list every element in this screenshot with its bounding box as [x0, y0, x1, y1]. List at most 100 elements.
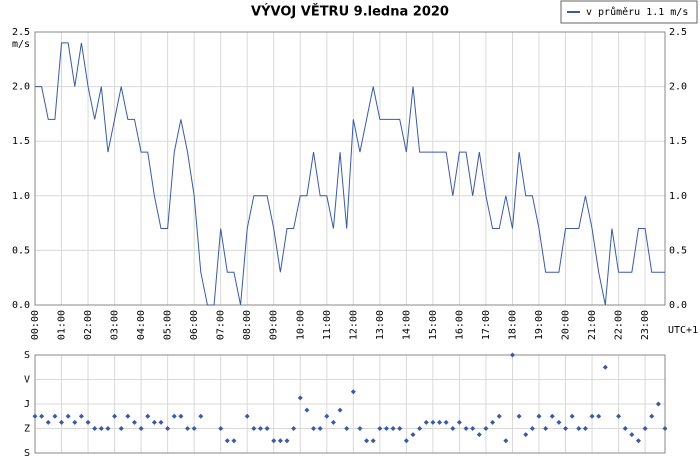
direction-point [437, 419, 443, 425]
direction-point [198, 413, 204, 419]
direction-point [297, 395, 303, 401]
direction-point [284, 438, 290, 444]
direction-point [45, 419, 51, 425]
x-tick-label: 06:00 [189, 310, 200, 340]
direction-point [390, 426, 396, 431]
y-tick-label: J [24, 399, 30, 410]
direction-point [503, 438, 509, 444]
direction-point [72, 419, 78, 425]
direction-point [556, 419, 562, 425]
direction-point [185, 426, 191, 431]
y-tick-label-right: 2.0 [669, 82, 687, 93]
direction-point [59, 419, 65, 425]
direction-point [410, 432, 416, 438]
y-tick-label-right: 1.0 [669, 191, 687, 202]
plot-frame [34, 31, 666, 306]
y-tick-label: S [24, 350, 30, 361]
direction-point [178, 413, 184, 419]
direction-point [569, 413, 575, 419]
direction-point [450, 426, 456, 431]
legend [560, 0, 698, 24]
direction-point [576, 426, 582, 431]
y-tick-label: V [24, 375, 30, 386]
direction-point [277, 438, 283, 444]
direction-point [191, 426, 197, 431]
x-tick-label: 21:00 [587, 310, 598, 340]
x-tick-label: 22:00 [614, 310, 625, 340]
direction-point [383, 426, 389, 431]
direction-point [52, 413, 58, 419]
direction-point [596, 413, 602, 419]
x-tick-label: 20:00 [561, 310, 572, 340]
x-tick-label: 18:00 [507, 310, 518, 340]
direction-point [582, 426, 588, 431]
direction-point [251, 426, 257, 431]
direction-point [377, 426, 383, 431]
direction-point [357, 426, 363, 431]
y-tick-label: 1.0 [12, 191, 30, 202]
y-tick-label: S [24, 448, 30, 459]
plot-frame [34, 354, 666, 454]
x-tick-label: 19:00 [534, 310, 545, 340]
direction-point [490, 419, 496, 425]
direction-point [470, 426, 476, 431]
x-tick-label: 07:00 [216, 310, 227, 340]
x-tick-label: 11:00 [322, 310, 333, 340]
direction-point [403, 438, 409, 444]
direction-point [430, 419, 436, 425]
direction-point [311, 426, 317, 431]
direction-point [330, 419, 336, 425]
direction-point [138, 426, 144, 431]
direction-point [370, 438, 376, 444]
direction-point [165, 426, 171, 431]
x-tick-label: 13:00 [375, 310, 386, 340]
direction-point [65, 413, 71, 419]
direction-point [397, 426, 403, 431]
direction-point [350, 389, 356, 395]
x-tick-label: 23:00 [640, 310, 651, 340]
direction-point [151, 419, 157, 425]
direction-point [463, 426, 469, 431]
direction-point [131, 419, 137, 425]
direction-point [304, 407, 310, 413]
y-tick-label-right: 2.5 [669, 27, 687, 38]
x-tick-label: 15:00 [428, 310, 439, 340]
direction-point [549, 413, 555, 419]
x-tick-label: 08:00 [242, 310, 253, 340]
direction-point [642, 426, 648, 431]
x-tick-label: 01:00 [57, 310, 68, 340]
legend-label: v průměru 1.1 m/s [586, 6, 688, 18]
direction-point [483, 426, 489, 431]
direction-point [291, 426, 297, 431]
direction-point [145, 413, 151, 419]
x-tick-label: 09:00 [269, 310, 280, 340]
direction-point [602, 364, 608, 370]
direction-point [344, 426, 350, 431]
direction-point [496, 413, 502, 419]
direction-point [118, 426, 124, 431]
direction-point [317, 426, 323, 431]
x-tick-label: 04:00 [136, 310, 147, 340]
direction-point [635, 438, 641, 444]
direction-point [649, 413, 655, 419]
direction-point [417, 426, 423, 431]
direction-point [85, 419, 91, 425]
direction-point [529, 426, 535, 431]
direction-point [98, 426, 104, 431]
direction-point [224, 438, 230, 444]
direction-point [271, 438, 277, 444]
direction-point [324, 413, 330, 419]
direction-point [78, 413, 84, 419]
y-tick-label: 1.5 [12, 136, 30, 147]
y-tick-label: Z [24, 424, 30, 435]
x-tick-label: 00:00 [30, 310, 41, 340]
direction-point [171, 413, 177, 419]
x-tick-label: 16:00 [454, 310, 465, 340]
direction-point [92, 426, 98, 431]
direction-point [337, 407, 343, 413]
y-tick-label: 0.0 [12, 300, 30, 311]
y-tick-label-right: 0.0 [669, 300, 687, 311]
direction-point [536, 413, 542, 419]
direction-point [543, 426, 549, 431]
